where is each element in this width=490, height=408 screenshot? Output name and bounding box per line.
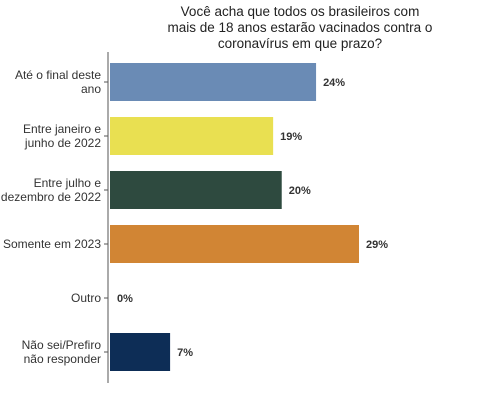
bar-value-label: 29%: [366, 239, 388, 251]
bar: [110, 171, 282, 209]
chart-title-line-3: coronavírus em que prazo?: [217, 36, 383, 51]
category-label: Entre julho e: [34, 176, 102, 190]
bar: [110, 333, 171, 371]
bar: [110, 63, 317, 101]
category-label: ano: [81, 82, 101, 96]
bar: [110, 117, 274, 155]
bar-value-label: 7%: [177, 347, 193, 359]
chart-title: Você acha que todos os brasileiros com m…: [150, 4, 450, 52]
bar-value-label: 0%: [117, 293, 133, 305]
category-label: Outro: [71, 291, 101, 305]
chart-title-line-1: Você acha que todos os brasileiros com: [180, 4, 420, 19]
bar: [110, 225, 359, 263]
category-label: Somente em 2023: [3, 237, 101, 251]
category-label: junho de 2022: [24, 136, 101, 150]
bar-value-label: 19%: [280, 131, 302, 143]
category-label: dezembro de 2022: [1, 190, 101, 204]
category-label: Não sei/Prefiro: [22, 338, 102, 352]
category-label: Entre janeiro e: [23, 122, 101, 136]
category-label: não responder: [24, 352, 101, 366]
bar-value-label: 20%: [289, 185, 311, 197]
chart-title-line-2: mais de 18 anos estarão vacinados contra…: [167, 20, 433, 35]
category-label: Até o final deste: [15, 68, 101, 82]
bar-value-label: 24%: [323, 77, 345, 89]
